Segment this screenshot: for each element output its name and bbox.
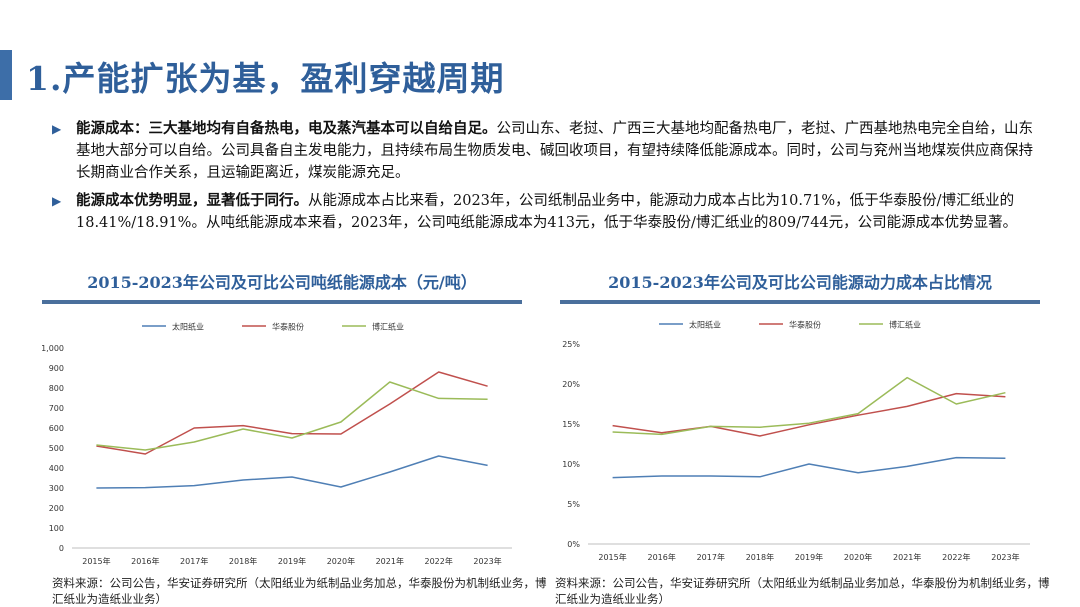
chart-panel-energy-cost-per-ton: 2015-2023年公司及可比公司吨纸能源成本（元/吨） 太阳纸业 华泰股份 博汇纸…: [42, 268, 522, 568]
legend-label: 太阳纸业: [172, 322, 204, 332]
x-tick-label: 2023年: [473, 556, 501, 566]
y-tick-label: 800: [49, 384, 64, 393]
x-tick-label: 2020年: [844, 552, 872, 562]
chart-title-rule: [560, 300, 1040, 304]
y-tick-label: 25%: [562, 340, 580, 349]
legend-label: 博汇纸业: [889, 320, 921, 330]
bullet-item: ▶ 能源成本：三大基地均有自备热电，电及蒸汽基本可以自给自足。公司山东、老挝、广…: [52, 118, 1042, 184]
x-tick-label: 2021年: [893, 552, 921, 562]
source-note: 资料来源：公司公告，华安证券研究所（太阳纸业为纸制品业务加总，华泰股份为机制纸业…: [52, 576, 547, 606]
x-tick-label: 2016年: [647, 552, 675, 562]
y-tick-label: 600: [49, 424, 64, 433]
y-tick-label: 700: [49, 404, 64, 413]
chart-title: 2015-2023年公司及可比公司能源动力成本占比情况: [608, 273, 992, 292]
bullet-list: ▶ 能源成本：三大基地均有自备热电，电及蒸汽基本可以自给自足。公司山东、老挝、广…: [52, 118, 1042, 240]
x-tick-label: 2016年: [131, 556, 159, 566]
series-line: [96, 371, 488, 455]
series-line: [96, 381, 488, 451]
x-tick-label: 2015年: [598, 552, 626, 562]
y-tick-label: 900: [49, 364, 64, 373]
bullet-body: 从能源成本占比来看，2023年，公司纸制品业务中，能源动力成本占比为10.71%…: [76, 193, 1018, 231]
y-tick-label: 400: [49, 464, 64, 473]
x-tick-label: 2019年: [278, 556, 306, 566]
chart-panel-energy-cost-share: 2015-2023年公司及可比公司能源动力成本占比情况 太阳纸业 华泰股份 博汇纸业…: [560, 268, 1040, 568]
legend-label: 华泰股份: [789, 320, 821, 330]
title-accent-bar: [0, 50, 12, 100]
x-tick-label: 2021年: [376, 556, 404, 566]
y-tick-label: 100: [49, 524, 64, 533]
x-tick-label: 2022年: [424, 556, 452, 566]
y-tick-label: 20%: [562, 380, 580, 389]
y-tick-label: 5%: [567, 500, 580, 509]
source-note: 资料来源：公司公告，华安证券研究所（太阳纸业为纸制品业务加总，华泰股份为机制纸业…: [555, 576, 1050, 606]
chart-title: 2015-2023年公司及可比公司吨纸能源成本（元/吨）: [87, 273, 477, 292]
y-tick-label: 300: [49, 484, 64, 493]
series-line: [612, 456, 1006, 479]
chart-title-rule: [42, 300, 522, 304]
chart-energy-cost-share: 太阳纸业 华泰股份 博汇纸业 0% 5% 10% 15% 20% 25% 2015年 2016年 20…: [562, 320, 1030, 562]
y-tick-label: 15%: [562, 420, 580, 429]
bullet-lead: 能源成本优势明显，显著低于同行。: [76, 192, 308, 209]
bullet-body: 公司山东、老挝、广西三大基地均配备热电厂，老挝、广西基地热电完全自给，山东基地大…: [76, 121, 1033, 181]
legend-label: 博汇纸业: [372, 322, 404, 332]
series-line: [612, 392, 1006, 437]
y-tick-label: 0%: [567, 540, 580, 549]
y-tick-label: 0: [59, 544, 64, 553]
bullet-lead: 能源成本：三大基地均有自备热电，电及蒸汽基本可以自给自足。: [76, 120, 497, 137]
y-tick-label: 1,000: [42, 344, 64, 353]
series-line: [612, 376, 1006, 436]
x-tick-label: 2022年: [942, 552, 970, 562]
bullet-arrow-icon: ▶: [52, 122, 62, 136]
y-tick-label: 10%: [562, 460, 580, 469]
page-title: 1.产能扩张为基，盈利穿越周期: [26, 59, 505, 98]
chart-energy-cost-per-ton: 太阳纸业 华泰股份 博汇纸业 0 100 200 300 400 500 600 700 800 900…: [42, 322, 512, 566]
y-tick-label: 500: [49, 444, 64, 453]
x-tick-label: 2015年: [82, 556, 110, 566]
x-tick-label: 2018年: [746, 552, 774, 562]
bullet-item: ▶ 能源成本优势明显，显著低于同行。从能源成本占比来看，2023年，公司纸制品业…: [52, 190, 1042, 234]
y-tick-label: 200: [49, 504, 64, 513]
legend-label: 太阳纸业: [689, 320, 721, 330]
x-tick-label: 2017年: [697, 552, 725, 562]
series-line: [96, 455, 488, 489]
x-tick-label: 2023年: [991, 552, 1019, 562]
x-tick-label: 2017年: [180, 556, 208, 566]
x-tick-label: 2018年: [229, 556, 257, 566]
legend-label: 华泰股份: [272, 322, 304, 332]
x-tick-label: 2019年: [795, 552, 823, 562]
x-tick-label: 2020年: [327, 556, 355, 566]
bullet-arrow-icon: ▶: [52, 194, 62, 208]
